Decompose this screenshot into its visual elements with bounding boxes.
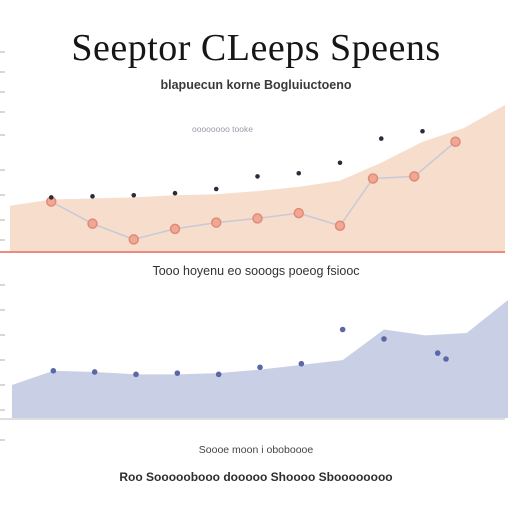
top-series-dot	[296, 170, 302, 176]
bottom-series-dot	[381, 336, 387, 342]
bottom-series-dot	[215, 371, 222, 378]
top-series-dot	[378, 136, 384, 141]
top-series-marker	[367, 173, 379, 184]
top-series-marker	[128, 234, 139, 245]
top-series-marker	[169, 223, 181, 235]
top-series-marker	[211, 217, 222, 228]
top-series-marker	[252, 213, 263, 224]
top-series-marker	[334, 220, 346, 231]
top-series-dot	[420, 128, 425, 134]
top-series-dot	[131, 193, 137, 198]
top-series-marker	[409, 171, 420, 182]
left-axis-ticks	[0, 51, 5, 441]
bottom-chart	[0, 300, 508, 420]
bottom-series-dot	[339, 326, 346, 333]
bottom-area-fill	[12, 300, 508, 418]
bottom-legend-label: Soooe moon i oboboooe	[198, 444, 314, 456]
top-series-dot	[172, 190, 178, 196]
top-legend-label: oooooooo tooke	[192, 124, 253, 134]
bottom-series-dot	[257, 364, 263, 371]
middle-caption: Tooo hoyenu eo sooogs poeog fsiooc	[152, 264, 360, 278]
bottom-series-dot	[50, 368, 57, 374]
top-chart	[0, 105, 505, 253]
bottom-series-dot	[443, 356, 449, 362]
bottom-series-dot	[298, 360, 305, 367]
top-area-fill	[10, 105, 505, 252]
top-series-dot	[255, 174, 260, 179]
bottom-series-dot	[434, 350, 441, 356]
top-series-marker	[293, 207, 304, 219]
top-series-dot	[48, 195, 54, 200]
bottom-series-dot	[91, 369, 98, 375]
chart-title: Seeptor CLeeps Speens	[71, 27, 441, 69]
bottom-series-dot	[174, 370, 181, 376]
top-series-dot	[337, 160, 343, 166]
top-series-dot	[213, 186, 219, 192]
top-series-marker	[450, 136, 461, 147]
top-series-dot	[90, 194, 95, 199]
bottom-series-dot	[133, 371, 139, 378]
footer-caption: Roo Sooooobooo dooooo Shoooo Sboooooooo	[119, 470, 393, 484]
chart-subtitle: blapuecun korne Bogluiuctoeno	[160, 78, 352, 92]
top-series-marker	[87, 218, 98, 229]
